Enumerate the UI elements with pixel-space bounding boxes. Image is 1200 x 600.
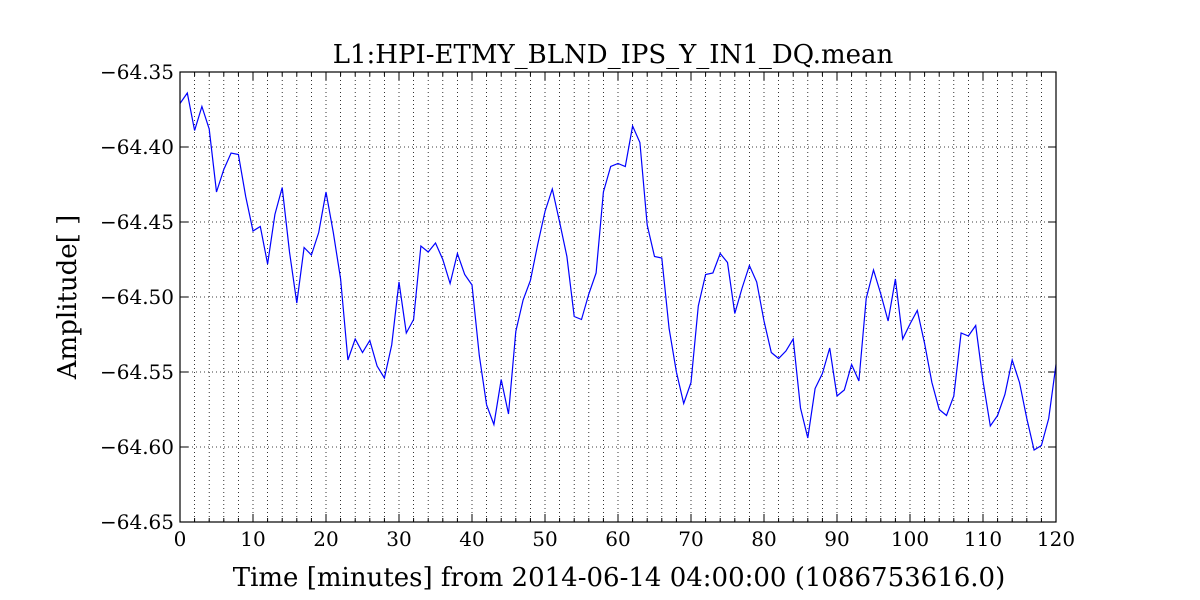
y-tick-label: −64.65 [100, 510, 174, 534]
y-tick-label: −64.45 [100, 210, 174, 234]
x-tick-label: 80 [751, 527, 776, 551]
series [179, 91, 1057, 451]
x-tick-label: 60 [605, 527, 630, 551]
x-axis-label: Time [minutes] from 2014-06-14 04:00:00 … [233, 563, 1006, 593]
x-tick-label: 90 [824, 527, 849, 551]
grid [180, 72, 1056, 522]
y-tick-label: −64.55 [100, 360, 174, 384]
y-tick-label: −64.50 [100, 285, 174, 309]
x-tick-label: 110 [964, 527, 1002, 551]
x-tick-label: 40 [459, 527, 484, 551]
x-tick-label: 100 [891, 527, 929, 551]
x-tick-label: 10 [240, 527, 265, 551]
chart-title: L1:HPI-ETMY_BLND_IPS_Y_IN1_DQ.mean [333, 40, 894, 70]
series-line [179, 91, 1057, 451]
x-tick-label: 20 [313, 527, 338, 551]
y-tick-label: −64.60 [100, 435, 174, 459]
y-axis-label: Amplitude[ ] [53, 215, 83, 380]
plot-frame [179, 71, 1057, 523]
x-tick-label: 0 [174, 527, 187, 551]
x-tick-label: 120 [1037, 527, 1075, 551]
y-tick-label: −64.40 [100, 135, 174, 159]
tick-labels: −64.65 −64.60 −64.55 −64.50 −64.45 −64.40 −64.… [100, 60, 1075, 551]
x-tick-label: 30 [386, 527, 411, 551]
y-tick-label: −64.35 [100, 60, 174, 84]
x-tick-label: 70 [678, 527, 703, 551]
x-tick-label: 50 [532, 527, 557, 551]
